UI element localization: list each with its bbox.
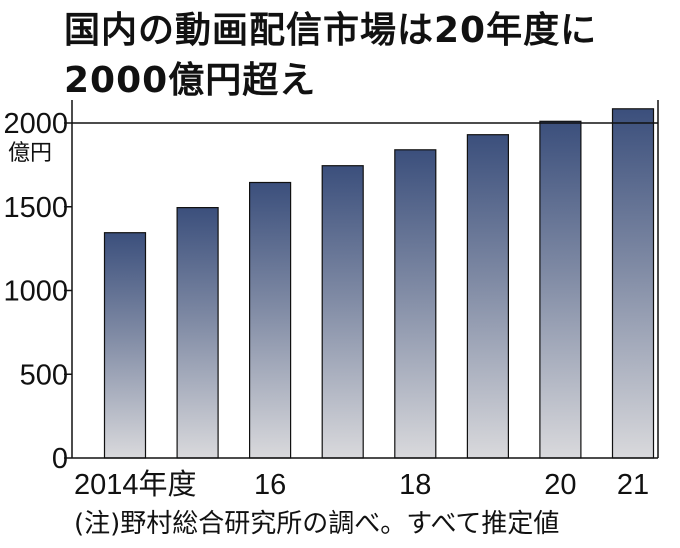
bar-18	[394, 149, 437, 459]
x-tick-label-21: 21	[617, 469, 649, 501]
y-tick-label-2000: 2000	[3, 108, 68, 140]
y-tick-label-1500: 1500	[3, 192, 68, 224]
y-axis-ticks: 0 500 1000 1500 2000	[3, 108, 72, 475]
bar-16	[249, 181, 292, 459]
bar-20	[539, 120, 582, 459]
bar-series	[103, 108, 655, 459]
source-note: (注)野村総合研究所の調べ。すべて推定値	[74, 509, 560, 539]
bar-17	[321, 165, 364, 459]
y-tick-label-500: 500	[20, 359, 68, 391]
y-tick-label-1000: 1000	[3, 276, 68, 308]
x-tick-label-2014年度: 2014年度	[74, 468, 197, 501]
bar-21	[611, 108, 655, 459]
x-tick-label-20: 20	[544, 469, 576, 501]
x-tick-label-18: 18	[399, 469, 431, 501]
bar-2014年度	[103, 232, 147, 459]
bar-15	[176, 207, 219, 459]
chart-title-line-2: 2000億円超え	[64, 60, 317, 101]
chart-title: 国内の動画配信市場は20年度に 2000億円超え	[64, 6, 664, 106]
chart-title-line-1: 国内の動画配信市場は20年度に	[64, 10, 598, 51]
bar-19	[466, 134, 509, 459]
x-axis-ticks: 2014年度 16 18 20 21	[74, 468, 649, 501]
x-tick-label-16: 16	[254, 469, 286, 501]
y-tick-label-0: 0	[52, 443, 68, 475]
y-axis-unit-label: 億円	[8, 141, 52, 166]
